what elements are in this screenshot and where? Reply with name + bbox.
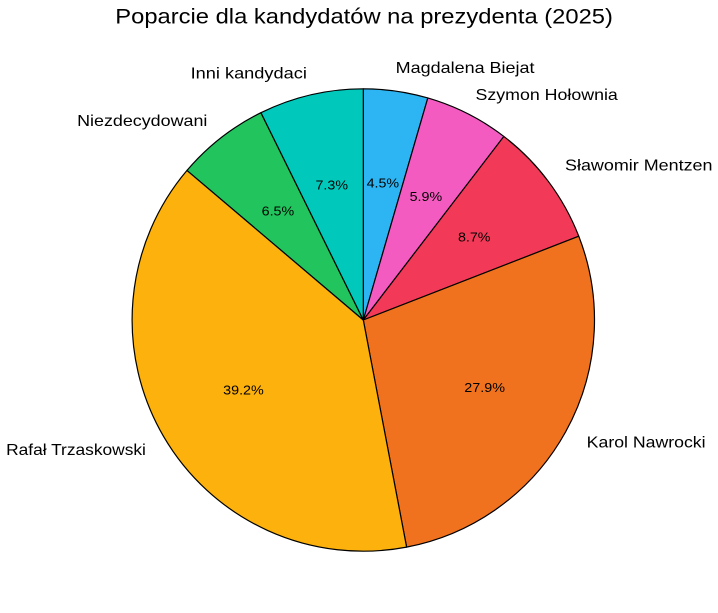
svg-text:Magdalena Biejat: Magdalena Biejat [396,60,535,77]
svg-text:Inni kandydaci: Inni kandydaci [191,65,307,82]
svg-text:8.7%: 8.7% [458,229,491,244]
svg-text:39.2%: 39.2% [223,382,264,397]
svg-text:5.9%: 5.9% [410,189,443,204]
svg-text:4.5%: 4.5% [367,175,400,190]
svg-text:Karol Nawrocki: Karol Nawrocki [587,435,706,452]
svg-text:Sławomir Mentzen: Sławomir Mentzen [565,158,713,175]
svg-text:Niezdecydowani: Niezdecydowani [77,113,207,130]
svg-text:6.5%: 6.5% [262,203,295,218]
svg-text:27.9%: 27.9% [464,380,505,395]
svg-text:7.3%: 7.3% [316,178,349,193]
svg-text:Rafał Trzaskowski: Rafał Trzaskowski [6,442,146,459]
svg-text:Poparcie dla kandydatów na pre: Poparcie dla kandydatów na prezydenta (2… [115,6,613,29]
svg-text:Szymon Hołownia: Szymon Hołownia [476,87,618,104]
